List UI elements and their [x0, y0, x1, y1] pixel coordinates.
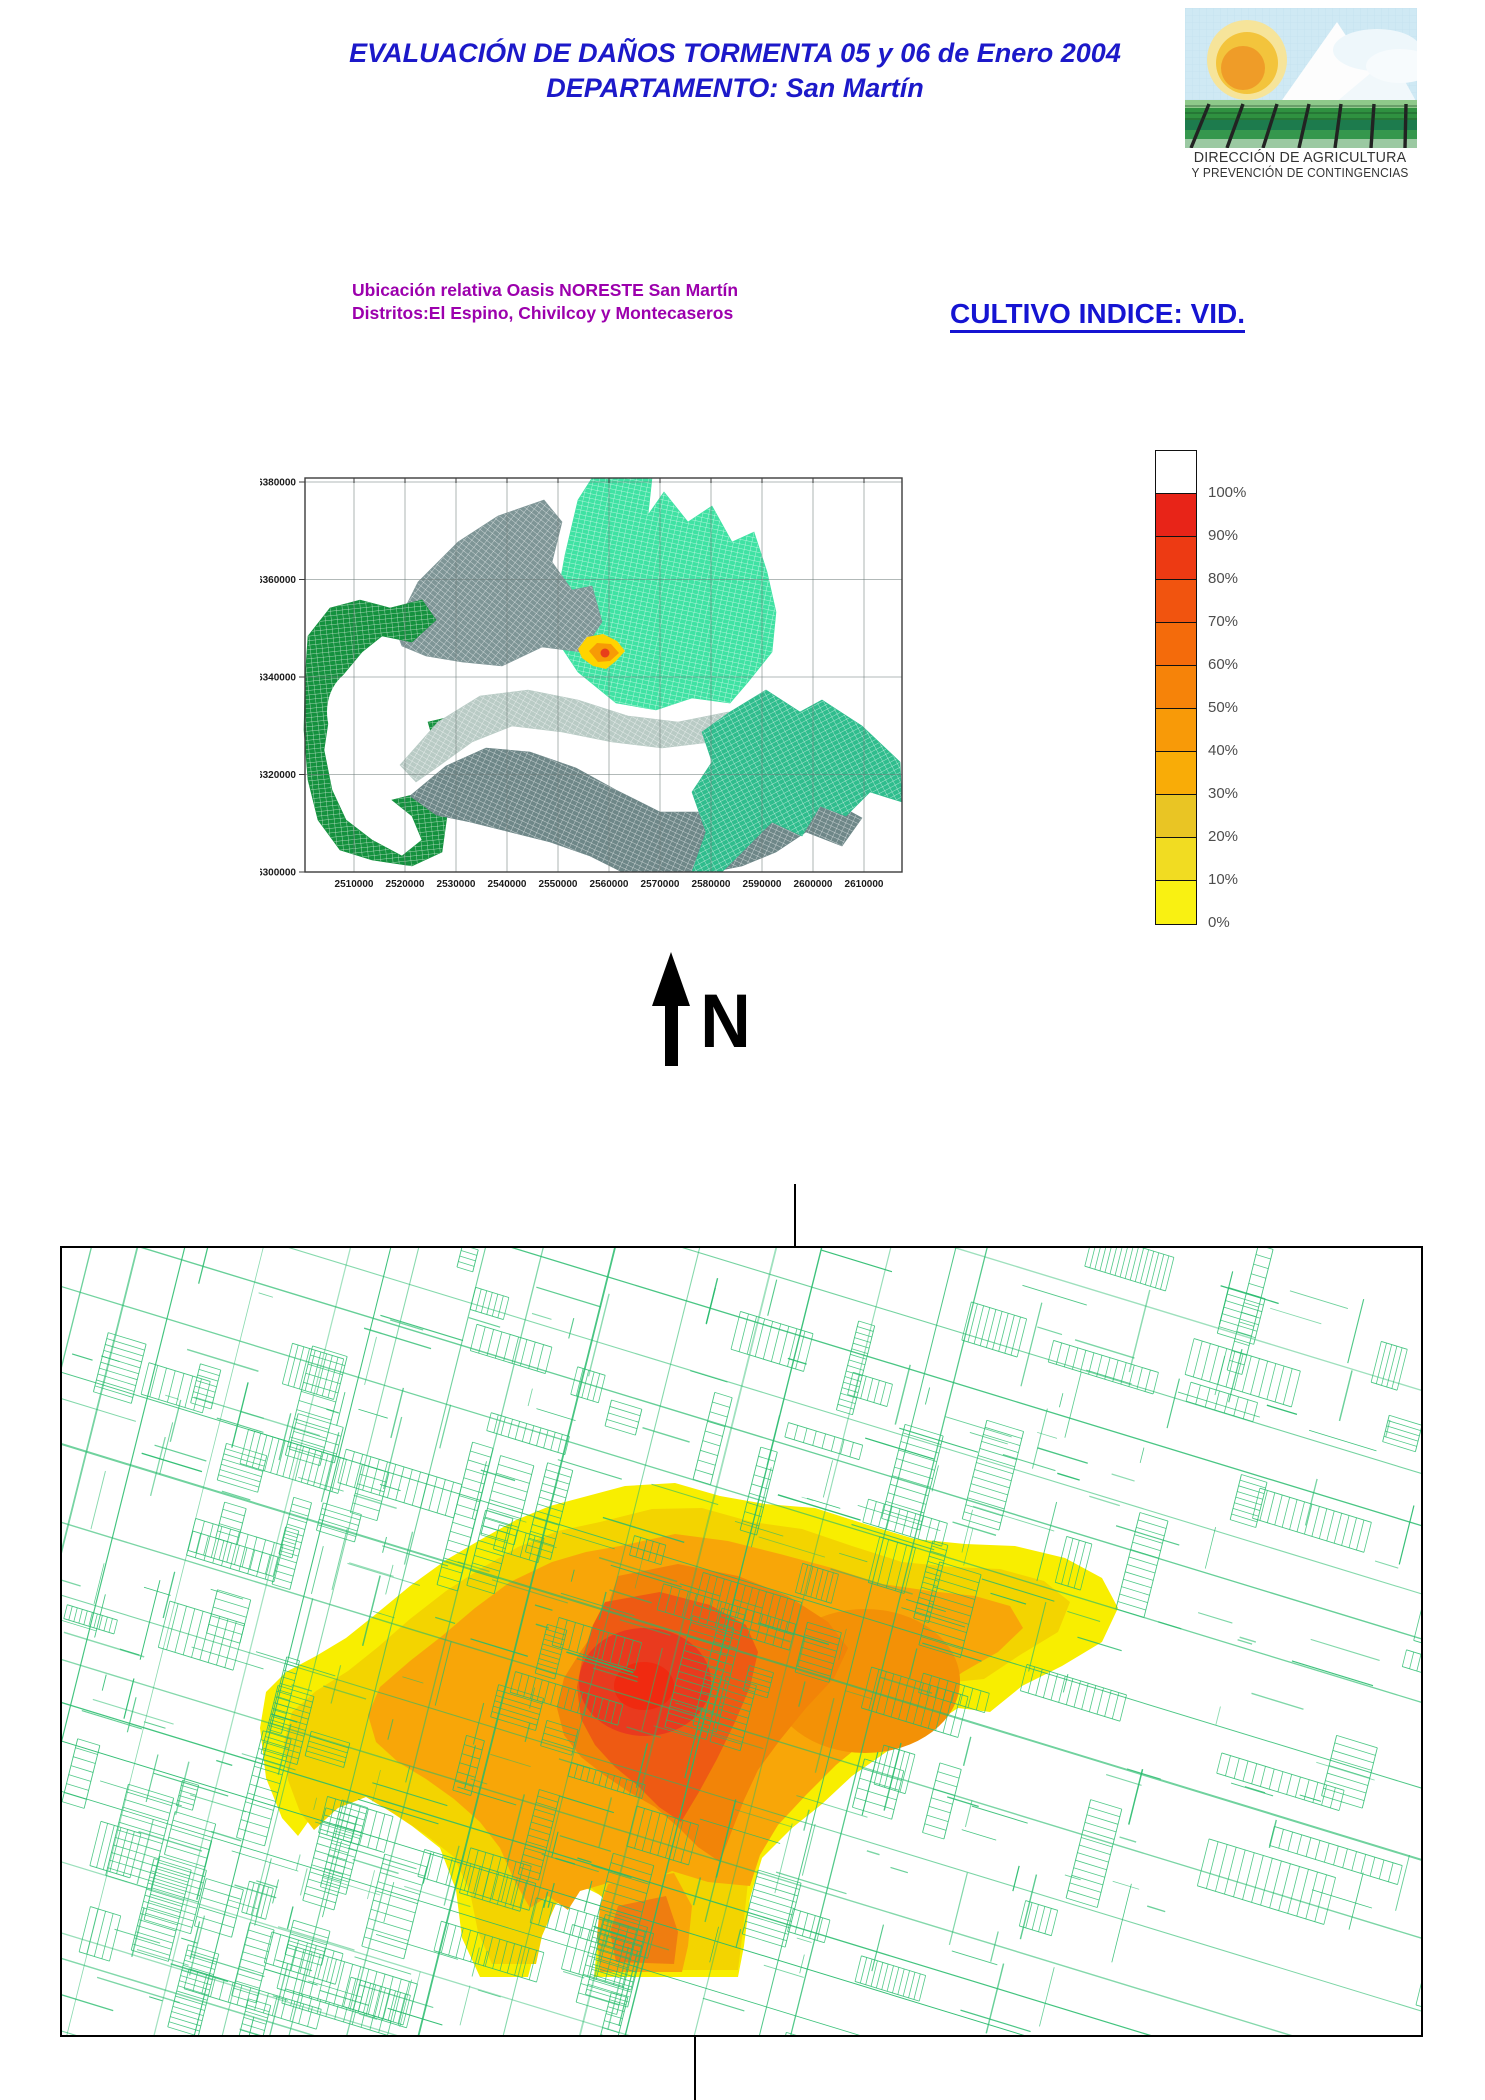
crop-index-label: CULTIVO INDICE: VID. — [950, 298, 1246, 333]
agency-logo — [1185, 8, 1417, 148]
map-frame — [304, 477, 903, 873]
legend-segment — [1156, 881, 1196, 924]
legend-segment — [1156, 795, 1196, 838]
x-tick-label: 2550000 — [539, 879, 578, 890]
legend-segment — [1156, 537, 1196, 580]
y-tick-label: 6320000 — [260, 770, 296, 781]
legend-label: 40% — [1208, 742, 1239, 759]
agency-caption-line2: Y PREVENCIÓN DE CONTINGENCIAS — [1191, 166, 1409, 180]
x-tick-label: 2540000 — [488, 879, 527, 890]
district-cluster-center-gray — [394, 499, 603, 667]
x-tick-label: 2510000 — [335, 879, 374, 890]
location-note-line1: Ubicación relativa Oasis NORESTE San Mar… — [352, 280, 739, 300]
x-tick-label: 2580000 — [692, 879, 731, 890]
north-arrow: N — [650, 948, 790, 1078]
x-tick-label: 2590000 — [743, 879, 782, 890]
north-arrow-icon — [652, 952, 690, 1066]
agency-caption: DIRECCIÓN DE AGRICULTURA Y PREVENCIÓN DE… — [1150, 149, 1450, 180]
title-line2: DEPARTAMENTO: San Martín — [546, 73, 924, 104]
legend-label: 0% — [1208, 914, 1230, 931]
damage-surface — [260, 1483, 1118, 1977]
x-tick-label: 2530000 — [437, 879, 476, 890]
legend-segment — [1156, 494, 1196, 537]
y-tick-label: 6380000 — [260, 478, 296, 489]
location-note-line2: Distritos:El Espino, Chivilcoy y Monteca… — [352, 303, 734, 324]
x-tick-label: 2570000 — [641, 879, 680, 890]
page-title: EVALUACIÓN DE DAÑOS TORMENTA 05 y 06 de … — [0, 36, 1470, 106]
map-connector-line-top — [794, 1184, 796, 1246]
legend-label: 90% — [1208, 527, 1239, 544]
overview-map: 2510000 2520000 2530000 2540000 2550000 25600… — [260, 477, 903, 890]
legend-segment — [1156, 838, 1196, 881]
legend-label: 10% — [1208, 871, 1239, 888]
x-tick-label: 2600000 — [794, 879, 833, 890]
legend-segment — [1156, 709, 1196, 752]
north-letter: N — [700, 979, 751, 1064]
crop-index-heading: CULTIVO INDICE: VID. — [950, 298, 1246, 333]
legend-segment — [1156, 451, 1196, 494]
title-line1: EVALUACIÓN DE DAÑOS TORMENTA 05 y 06 de … — [349, 38, 1121, 68]
district-cluster-east-seagreen — [691, 689, 903, 873]
legend-label: 50% — [1208, 699, 1239, 716]
legend-segment — [1156, 752, 1196, 795]
damage-percent-legend: 100% 90% 80% 70% 60% 50% 40% 30% 20% 10% 0% — [1155, 450, 1246, 931]
legend-segment — [1156, 666, 1196, 709]
legend-label: 80% — [1208, 570, 1239, 587]
x-tick-label: 2560000 — [590, 879, 629, 890]
y-tick-label: 6300000 — [260, 868, 296, 879]
agency-caption-line1: DIRECCIÓN DE AGRICULTURA — [1193, 149, 1407, 166]
legend-label: 30% — [1208, 785, 1239, 802]
legend-label: 20% — [1208, 828, 1239, 845]
x-tick-label: 2520000 — [386, 879, 425, 890]
legend-label: 60% — [1208, 656, 1239, 673]
detail-damage-map — [60, 1246, 1423, 2037]
legend-label: 70% — [1208, 613, 1239, 630]
legend-segment — [1156, 623, 1196, 666]
storm-damage-hotspot — [578, 634, 625, 669]
map-connector-line-bottom — [694, 2037, 696, 2100]
logo-vineyard-field — [1185, 100, 1417, 148]
y-tick-label: 6360000 — [260, 575, 296, 586]
parcel-linework — [60, 1246, 1423, 2037]
legend-segment — [1156, 580, 1196, 623]
location-note: Ubicación relativa Oasis NORESTE San Mar… — [352, 279, 738, 325]
x-tick-label: 2610000 — [845, 879, 884, 890]
detail-map-border — [60, 1246, 1423, 2037]
legend-label: 100% — [1208, 484, 1247, 501]
y-tick-label: 6340000 — [260, 673, 296, 684]
